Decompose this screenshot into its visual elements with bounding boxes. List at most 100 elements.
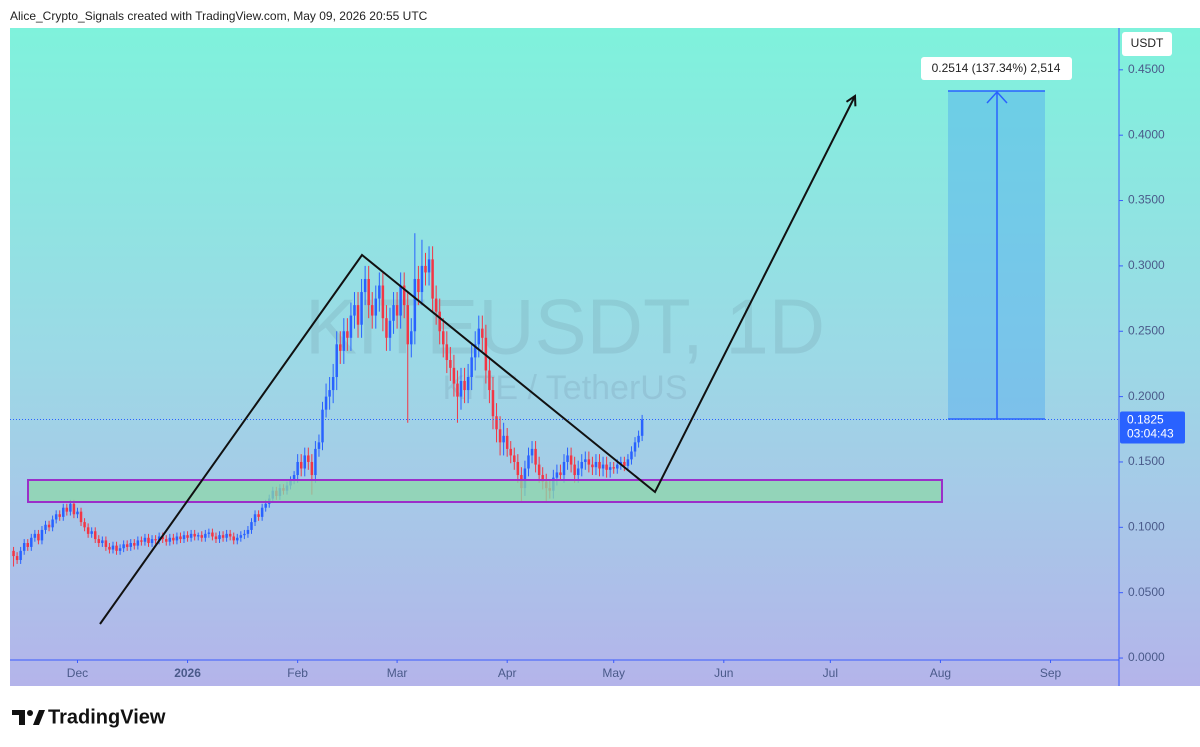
candle-body [44, 524, 47, 530]
candle-body [481, 328, 484, 338]
candle-body [292, 475, 296, 481]
candle-body [370, 305, 374, 316]
candle-body [228, 533, 232, 537]
candle-body [637, 435, 640, 443]
currency-box[interactable] [1122, 32, 1172, 56]
candle-body [385, 318, 388, 338]
last-price: 0.1825 [1127, 413, 1164, 427]
candle-body [65, 507, 69, 512]
projection-path[interactable] [99, 96, 855, 625]
watermark-subtitle: KITE / TetherUS [442, 369, 687, 407]
candle-body [459, 380, 463, 397]
candle-body [438, 311, 441, 332]
candle-body [189, 533, 193, 538]
candle-body [537, 464, 541, 476]
x-tick-label: Apr [498, 666, 517, 680]
candle-body [335, 344, 338, 378]
candle-body [86, 527, 90, 534]
chart-background [10, 28, 1200, 686]
candle-body [431, 259, 434, 299]
candle-body [630, 451, 633, 460]
candle-body [221, 535, 225, 538]
candle-body [392, 305, 395, 321]
measure-label: 0.2514 (137.34%) 2,514 [932, 61, 1061, 75]
measure-arrowhead [986, 90, 1008, 104]
candle-body [175, 536, 179, 541]
candle-body [310, 461, 314, 476]
candle-body [246, 529, 250, 534]
candle-body [317, 442, 321, 449]
candle-body [516, 461, 520, 476]
candle-body [378, 285, 381, 299]
candle-body [260, 507, 264, 517]
candle-body [449, 360, 452, 368]
candle-body [367, 278, 370, 306]
candle-body [605, 464, 608, 470]
candle-body [83, 522, 86, 528]
candle-body [445, 344, 449, 361]
candle-body [15, 556, 19, 561]
candle-body [360, 292, 363, 325]
header-text: Alice_Crypto_Signals created with Tradin… [10, 9, 428, 23]
candle-body [19, 550, 22, 561]
candle-body [22, 543, 26, 551]
candle-body [587, 459, 591, 465]
x-tick-label: Feb [287, 666, 308, 680]
candle-body [452, 367, 456, 384]
candle-body [218, 535, 221, 540]
candle-body [623, 461, 626, 466]
y-tick-label: 0.4000 [1128, 127, 1165, 141]
candle-body [488, 370, 491, 391]
x-tick-label: 2026 [174, 666, 201, 680]
candle-body [296, 461, 299, 476]
candle-body [328, 390, 331, 397]
candle-body [584, 459, 587, 462]
x-tick-label: May [602, 666, 625, 680]
candle-body [413, 278, 417, 332]
y-tick-label: 0.0500 [1128, 585, 1165, 599]
candle-body [250, 522, 253, 530]
candle-body [559, 472, 562, 476]
candle-body [101, 540, 104, 544]
candle-body [470, 357, 473, 378]
candle-body [626, 459, 630, 466]
candle-body [30, 537, 33, 547]
candle-body [527, 455, 530, 469]
candle-body [93, 531, 97, 540]
candle-body [168, 537, 172, 542]
candle-body [147, 537, 150, 544]
candle-body [477, 328, 481, 345]
measure-label-box [921, 57, 1072, 80]
candle-body [505, 435, 509, 449]
candle-body [307, 455, 310, 462]
candle-body [339, 344, 342, 351]
candle-body [196, 535, 200, 537]
candle-body [299, 461, 303, 469]
candle-body [37, 533, 40, 541]
candle-body [186, 535, 189, 538]
candle-body [200, 535, 204, 538]
support-zone[interactable] [27, 479, 943, 503]
candle-body [58, 514, 61, 517]
candle-body [314, 448, 317, 476]
candle-body [530, 448, 534, 456]
candle-body [214, 536, 218, 540]
candle-body [495, 416, 498, 430]
candle-body [349, 315, 353, 338]
candle-body [395, 305, 399, 316]
candle-body [633, 442, 637, 452]
candle-body [594, 461, 598, 468]
candle-body [573, 464, 576, 476]
candle-body [466, 377, 470, 391]
candle-body [243, 533, 246, 536]
candle-body [402, 285, 406, 306]
candle-body [204, 533, 207, 538]
candle-body [122, 544, 125, 549]
y-tick-label: 0.2500 [1128, 323, 1165, 337]
brand: TradingView [48, 706, 166, 728]
candle-body [410, 331, 413, 345]
candle-body [79, 511, 83, 523]
candle-body [143, 537, 147, 542]
candle-body [591, 464, 594, 468]
candle-body [640, 419, 644, 436]
